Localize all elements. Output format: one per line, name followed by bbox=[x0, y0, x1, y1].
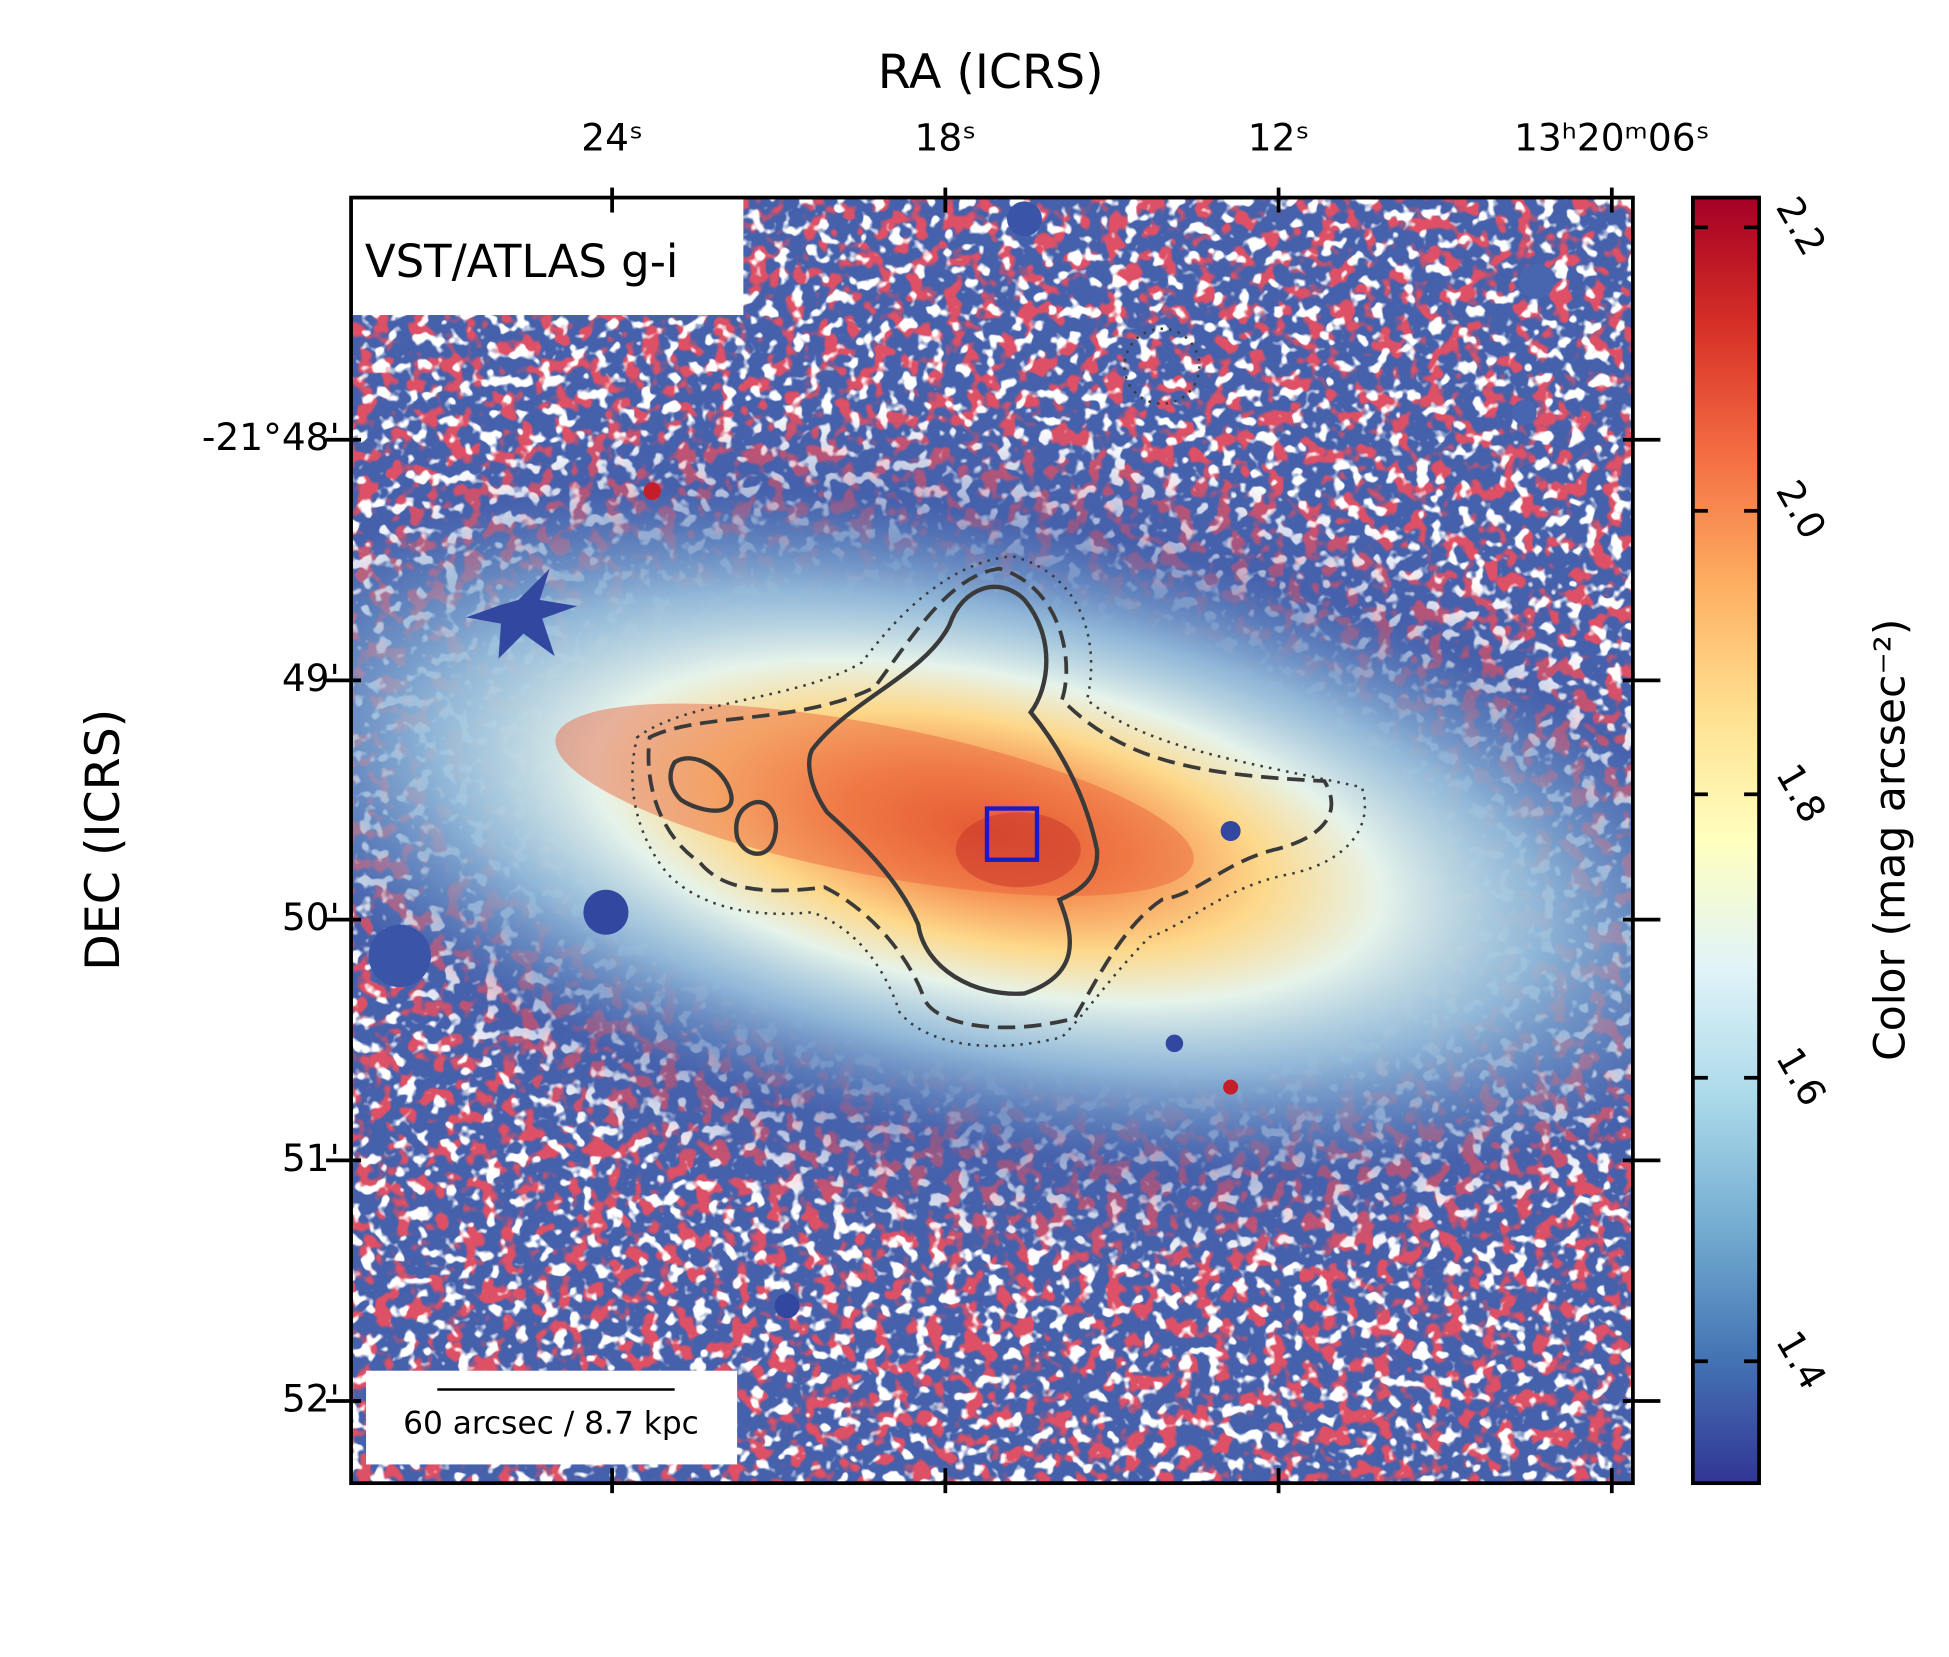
x-tick-label: 12ˢ bbox=[1248, 116, 1310, 160]
colorbar-tick-label: 2.2 bbox=[1767, 189, 1835, 263]
x-axis-label: RA (ICRS) bbox=[878, 45, 1104, 100]
colorbar-tick-label: 2.0 bbox=[1767, 473, 1835, 547]
scale-bar-box bbox=[366, 1370, 738, 1465]
colorbar bbox=[1691, 195, 1761, 1486]
colorbar-tick-label: 1.8 bbox=[1767, 756, 1835, 830]
colorbar-tick-label: 1.4 bbox=[1767, 1323, 1835, 1397]
y-tick-label: 50' bbox=[282, 895, 340, 939]
scale-bar-label: 60 arcsec / 8.7 kpc bbox=[403, 1405, 699, 1441]
contours-dotted bbox=[631, 327, 1367, 1048]
image-title: VST/ATLAS g-i bbox=[365, 235, 679, 288]
y-tick-label: 52' bbox=[282, 1377, 340, 1421]
x-tick-label: 13ʰ20ᵐ06ˢ bbox=[1514, 116, 1710, 160]
y-tick-label: 49' bbox=[282, 656, 340, 700]
region-box bbox=[984, 806, 1040, 862]
color-image: VST/ATLAS g-i 60 arcsec / 8.7 kpc bbox=[351, 197, 1633, 1484]
x-tick-label: 18ˢ bbox=[915, 116, 977, 160]
title-box bbox=[351, 197, 744, 316]
plot-frame bbox=[349, 195, 1635, 1486]
contours bbox=[668, 584, 1100, 996]
colorbar-label: Color (mag arcsec⁻²) bbox=[1866, 619, 1915, 1061]
colorbar-tick-label: 1.6 bbox=[1767, 1040, 1835, 1114]
y-tick-label: 51' bbox=[282, 1136, 340, 1180]
y-axis-label: DEC (ICRS) bbox=[76, 709, 131, 971]
y-tick-label: -21°48' bbox=[202, 415, 340, 459]
contours-dashed bbox=[646, 566, 1334, 1030]
x-tick-label: 24ˢ bbox=[581, 116, 643, 160]
